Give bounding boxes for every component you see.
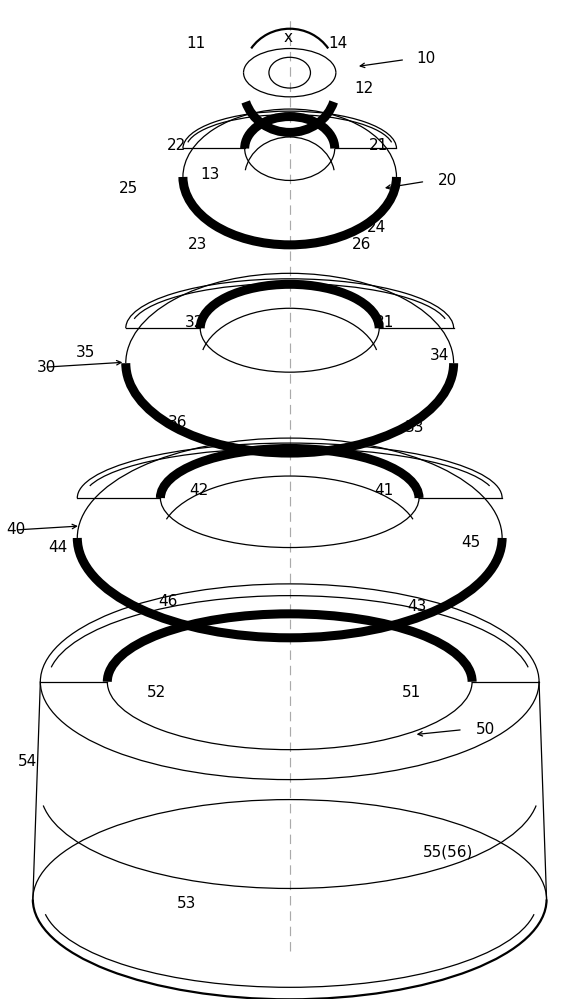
Text: x: x xyxy=(284,30,292,45)
Text: 55(56): 55(56) xyxy=(423,844,473,859)
Text: 20: 20 xyxy=(438,173,457,188)
Text: 22: 22 xyxy=(167,138,186,153)
Text: 36: 36 xyxy=(167,415,187,430)
Text: 41: 41 xyxy=(374,483,393,498)
Text: 40: 40 xyxy=(6,522,25,537)
Text: 42: 42 xyxy=(190,483,209,498)
Text: 46: 46 xyxy=(157,594,177,609)
Text: 53: 53 xyxy=(177,896,196,911)
Text: 24: 24 xyxy=(367,220,386,235)
Text: 13: 13 xyxy=(200,167,219,182)
Text: 33: 33 xyxy=(405,420,424,435)
Text: 12: 12 xyxy=(354,81,373,96)
Text: 10: 10 xyxy=(417,51,436,66)
Text: 34: 34 xyxy=(430,348,449,363)
Text: 14: 14 xyxy=(328,36,347,51)
Text: 52: 52 xyxy=(147,685,166,700)
Text: 31: 31 xyxy=(375,315,394,330)
Text: 35: 35 xyxy=(76,345,95,360)
Text: 26: 26 xyxy=(352,237,371,252)
Text: 51: 51 xyxy=(402,685,422,700)
Text: 25: 25 xyxy=(119,181,138,196)
Text: 43: 43 xyxy=(407,599,426,614)
Text: 11: 11 xyxy=(187,36,206,51)
Text: 32: 32 xyxy=(185,315,204,330)
Text: 30: 30 xyxy=(36,360,56,375)
Text: 44: 44 xyxy=(48,540,68,555)
Text: 50: 50 xyxy=(475,722,495,737)
Text: 23: 23 xyxy=(188,237,208,252)
Text: 54: 54 xyxy=(17,754,37,769)
Text: 45: 45 xyxy=(461,535,481,550)
Text: 21: 21 xyxy=(369,138,389,153)
